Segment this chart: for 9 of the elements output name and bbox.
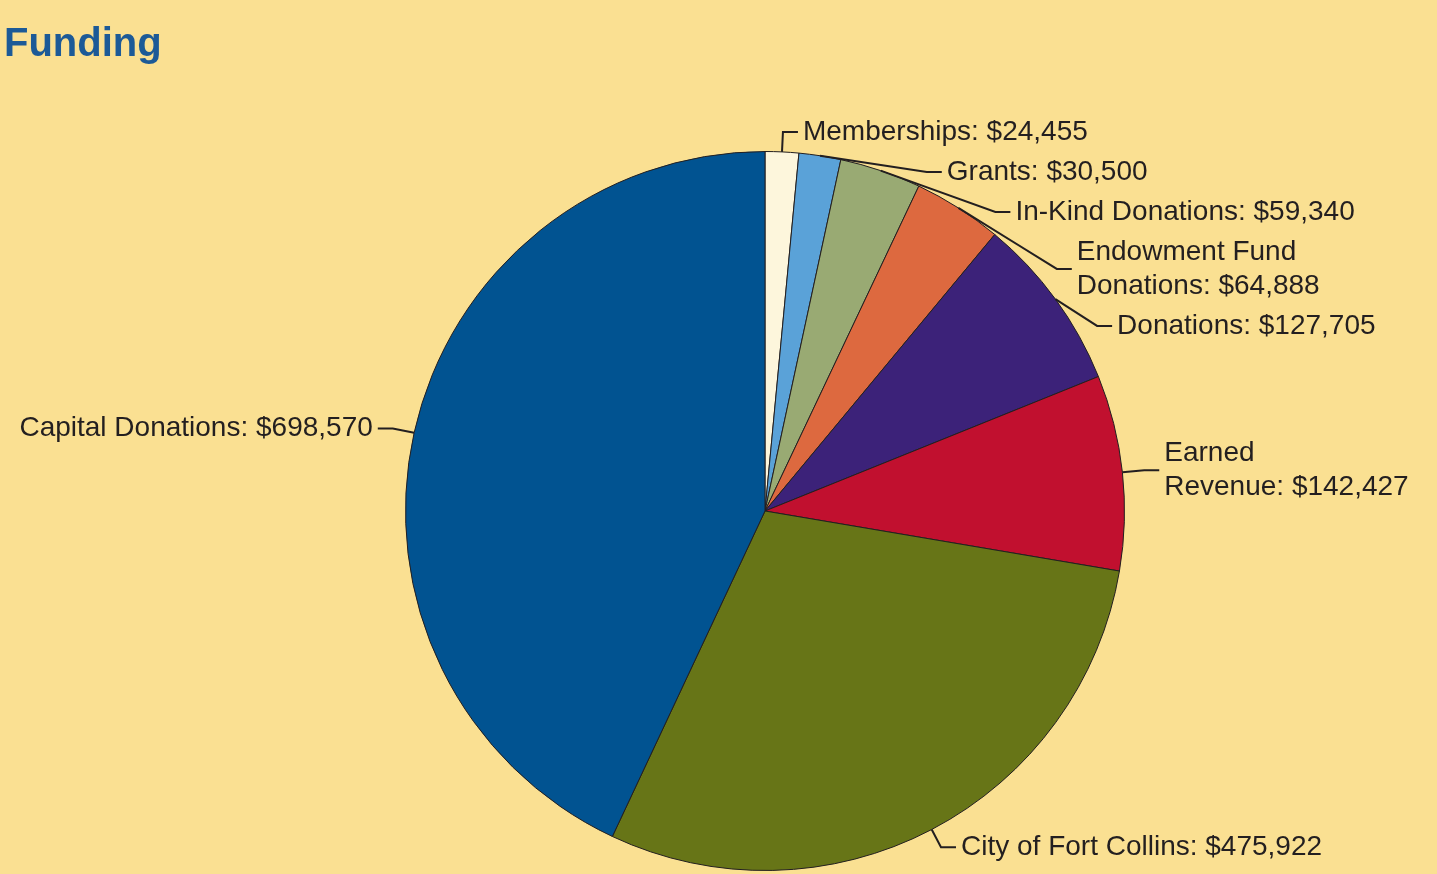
slice-label: Grants: $30,500 (946, 154, 1148, 186)
slice-label: Earned Revenue: $142,427 (1164, 435, 1409, 501)
slice-label: Capital Donations: $698,570 (19, 411, 373, 443)
chart-title: Funding (4, 20, 162, 65)
slice-label: Endowment Fund Donations: $64,888 (1076, 234, 1320, 300)
slice-label: Donations: $127,705 (1117, 308, 1376, 340)
slice-label: In-Kind Donations: $59,340 (1015, 194, 1355, 226)
slice-label: Memberships: $24,455 (802, 114, 1088, 146)
slice-label: City of Fort Collins: $475,922 (961, 829, 1323, 861)
